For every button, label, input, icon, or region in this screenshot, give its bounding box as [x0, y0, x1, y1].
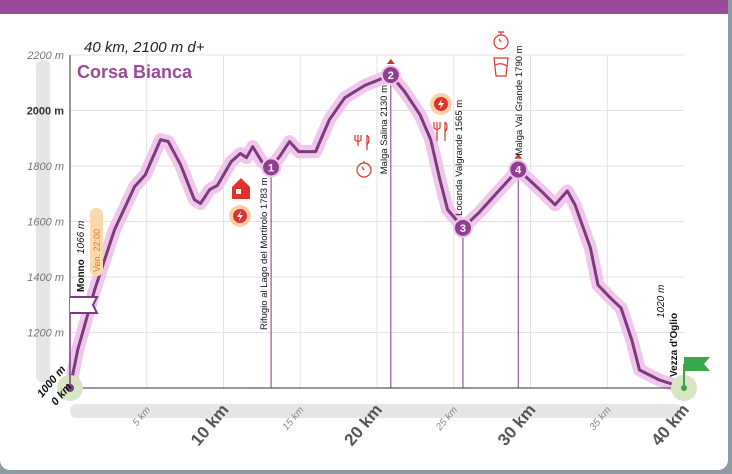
finish-elev: 1020 m [656, 285, 667, 318]
station-marker [508, 159, 529, 180]
energy-aid-icon [430, 93, 452, 115]
stopwatch-icon [356, 161, 372, 178]
profile-line [68, 73, 685, 390]
station-number: 2 [388, 70, 394, 82]
y-tick-label: 1200 m [27, 328, 64, 340]
summit-marker-icon [514, 153, 523, 159]
food-fork-knife-icon [354, 134, 370, 150]
start-time: Ven. 22:00 [92, 229, 102, 272]
station-label: Locanda Valgrande 1565 m [454, 100, 465, 216]
cup-icon [493, 57, 509, 77]
station-label: Rifugio al Lago del Mortirolo 1783 m [259, 177, 270, 330]
start-elev: 1066 m [76, 221, 87, 254]
y-tick-label: 2200 m [26, 50, 64, 62]
y-tick-label: 2000 m [27, 106, 65, 118]
chart-subtitle: 40 km, 2100 m d+ [84, 39, 205, 56]
station-marker [261, 157, 282, 178]
station-label: Malga Val Grande 1790 m [514, 45, 525, 155]
y-tick-label: 1400 m [27, 272, 64, 284]
station-number: 3 [460, 223, 466, 235]
chart-title: Corsa Bianca [77, 62, 193, 82]
station-number: 1 [268, 162, 274, 174]
food-fork-knife-icon [433, 121, 448, 141]
energy-aid-icon [229, 205, 251, 227]
station-marker [452, 217, 473, 238]
station-number: 4 [515, 165, 522, 177]
finish-flag-icon [683, 357, 710, 388]
finish-name: Vezza d'Oglio [669, 313, 680, 377]
y-axis-band [36, 60, 50, 382]
start-flag-icon [69, 296, 99, 388]
y-tick-label: 1800 m [27, 161, 64, 173]
x-axis-band [70, 404, 682, 418]
stopwatch-icon [493, 31, 509, 50]
station-label: Malga Salina 2130 m [379, 85, 390, 174]
summit-marker-icon [386, 58, 395, 64]
top-band [0, 0, 728, 14]
station-marker [380, 64, 401, 85]
y-tick-label: 1600 m [27, 217, 64, 229]
start-time-badge [90, 208, 103, 276]
refuge-house-icon [232, 178, 250, 199]
start-name: Monno [76, 259, 87, 292]
